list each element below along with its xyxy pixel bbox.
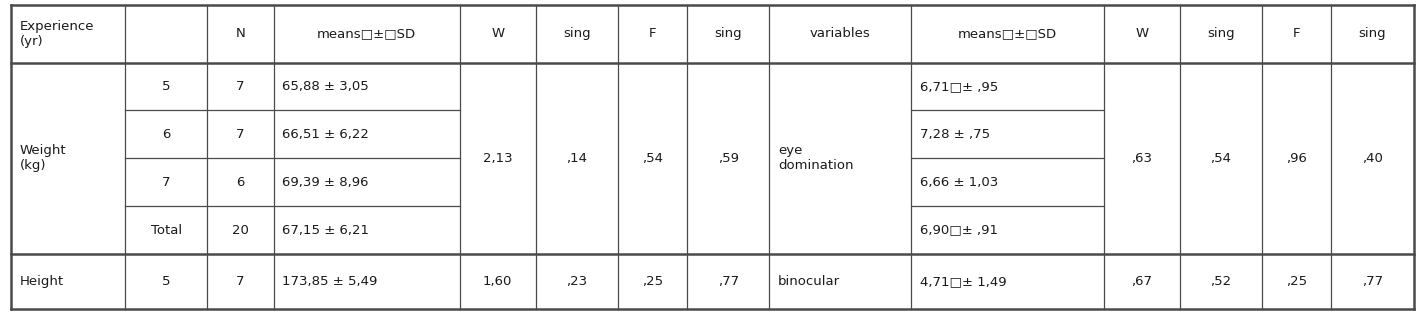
Text: ,23: ,23 — [566, 275, 587, 288]
Text: N: N — [235, 27, 245, 40]
Text: 66,51 ± 6,22: 66,51 ± 6,22 — [282, 128, 369, 141]
Text: 7: 7 — [162, 176, 171, 189]
Text: F: F — [1292, 27, 1301, 40]
Text: ,67: ,67 — [1131, 275, 1153, 288]
Text: binocular: binocular — [778, 275, 839, 288]
Text: Weight
(kg): Weight (kg) — [20, 144, 67, 172]
Text: 5: 5 — [162, 275, 171, 288]
Text: sing: sing — [563, 27, 590, 40]
Text: 20: 20 — [232, 224, 249, 237]
Text: W: W — [492, 27, 504, 40]
Text: ,77: ,77 — [1362, 275, 1384, 288]
Text: 67,15 ± 6,21: 67,15 ± 6,21 — [282, 224, 369, 237]
Text: 2,13: 2,13 — [483, 152, 513, 165]
Text: 6,90□± ,91: 6,90□± ,91 — [921, 224, 998, 237]
Text: ,25: ,25 — [641, 275, 663, 288]
Text: 1,60: 1,60 — [483, 275, 513, 288]
Text: 4,71□± 1,49: 4,71□± 1,49 — [921, 275, 1006, 288]
Text: sing: sing — [1358, 27, 1387, 40]
Text: ,25: ,25 — [1287, 275, 1307, 288]
Text: eye
domination: eye domination — [778, 144, 854, 172]
Text: 6,71□± ,95: 6,71□± ,95 — [921, 80, 999, 93]
Text: 7: 7 — [237, 128, 245, 141]
Text: ,52: ,52 — [1210, 275, 1231, 288]
Text: means□±□SD: means□±□SD — [958, 27, 1057, 40]
Text: ,54: ,54 — [643, 152, 663, 165]
Text: Experience
(yr): Experience (yr) — [20, 20, 94, 48]
Text: 6: 6 — [237, 176, 245, 189]
Text: 6,66 ± 1,03: 6,66 ± 1,03 — [921, 176, 999, 189]
Text: ,54: ,54 — [1210, 152, 1231, 165]
Text: sing: sing — [714, 27, 742, 40]
Text: 65,88 ± 3,05: 65,88 ± 3,05 — [282, 80, 369, 93]
Text: Total: Total — [151, 224, 182, 237]
Text: ,96: ,96 — [1287, 152, 1307, 165]
Text: variables: variables — [809, 27, 871, 40]
Text: means□±□SD: means□±□SD — [318, 27, 416, 40]
Text: 7: 7 — [237, 80, 245, 93]
Text: ,40: ,40 — [1362, 152, 1384, 165]
Text: F: F — [648, 27, 657, 40]
Text: 69,39 ± 8,96: 69,39 ± 8,96 — [282, 176, 369, 189]
Text: ,59: ,59 — [718, 152, 738, 165]
Text: 7,28 ± ,75: 7,28 ± ,75 — [921, 128, 990, 141]
Text: Height: Height — [20, 275, 64, 288]
Text: 5: 5 — [162, 80, 171, 93]
Text: ,63: ,63 — [1131, 152, 1153, 165]
Text: W: W — [1136, 27, 1149, 40]
Text: sing: sing — [1207, 27, 1235, 40]
Text: 6: 6 — [162, 128, 171, 141]
Text: ,14: ,14 — [566, 152, 587, 165]
Text: 173,85 ± 5,49: 173,85 ± 5,49 — [282, 275, 378, 288]
Text: ,77: ,77 — [718, 275, 738, 288]
Text: 7: 7 — [237, 275, 245, 288]
